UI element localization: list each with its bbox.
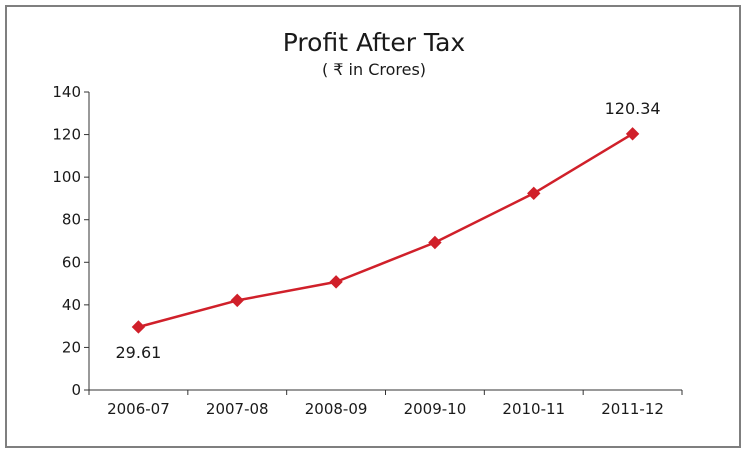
data-point-marker [428, 235, 442, 250]
x-tick-label: 2010-11 [502, 400, 565, 418]
y-tick-label: 40 [62, 296, 81, 314]
y-tick-label: 140 [52, 83, 81, 101]
x-tick-label: 2006-07 [107, 400, 170, 418]
y-tick-label: 120 [52, 126, 81, 144]
series-line [138, 132, 634, 329]
data-labels: 29.61 120.34 [116, 99, 661, 362]
y-tick-label: 60 [62, 253, 81, 271]
data-label: 120.34 [605, 99, 661, 118]
data-point-marker [131, 320, 146, 334]
data-point-marker [625, 127, 640, 141]
axes: 0 20 40 60 80 100 120 140 2006-07 2007-08 2008-09 2… [52, 83, 683, 418]
y-tick-label: 80 [62, 211, 81, 229]
y-tick-label: 20 [62, 338, 81, 356]
y-tick-label: 100 [52, 168, 81, 186]
data-point-marker [230, 293, 244, 308]
chart-title: Profit After Tax [283, 28, 465, 57]
series-group [131, 127, 640, 334]
x-tick-label: 2007-08 [206, 400, 269, 418]
chart-subtitle: ( ₹ in Crores) [322, 60, 426, 79]
data-label: 29.61 [116, 343, 162, 362]
data-point-marker [329, 275, 343, 289]
x-tick-label: 2011-12 [601, 400, 664, 418]
data-point-marker [527, 186, 541, 201]
x-tick-label: 2008-09 [305, 400, 368, 418]
chart-frame [5, 5, 741, 448]
x-tick-label: 2009-10 [404, 400, 467, 418]
y-tick-label: 0 [71, 381, 81, 399]
